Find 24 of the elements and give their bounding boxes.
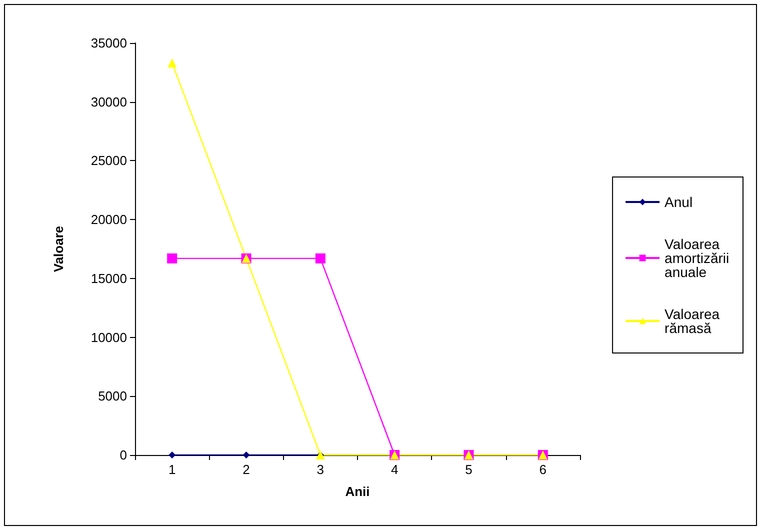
x-tick-label: 6 <box>539 462 547 477</box>
x-axis-title: Anii <box>345 484 370 499</box>
legend-label: Valoarea amortizării anuale <box>664 236 734 280</box>
legend-label: Valoarea rămasă <box>664 306 724 336</box>
y-tick-label: 15000 <box>90 270 127 286</box>
point <box>168 58 177 68</box>
x-tick-label: 2 <box>242 462 250 477</box>
legend-label: Anul <box>664 194 693 210</box>
y-tick-label: 35000 <box>90 36 127 50</box>
x-tick-label: 5 <box>465 462 472 477</box>
y-tick-label: 25000 <box>90 153 127 168</box>
point <box>168 452 176 458</box>
y-tick-label: 30000 <box>90 94 127 110</box>
y-tick-label: 20000 <box>90 212 127 228</box>
x-tick-label: 1 <box>168 462 176 477</box>
point <box>167 253 178 264</box>
x-tick-label: 4 <box>390 462 398 477</box>
y-tick-label: 10000 <box>90 330 127 345</box>
x-tick-label: 3 <box>316 462 324 477</box>
y-tick-label: 0 <box>120 448 127 462</box>
point <box>242 452 250 458</box>
y-axis-title: Valoare <box>51 226 66 272</box>
point <box>315 253 326 264</box>
y-tick-label: 5000 <box>98 388 127 404</box>
